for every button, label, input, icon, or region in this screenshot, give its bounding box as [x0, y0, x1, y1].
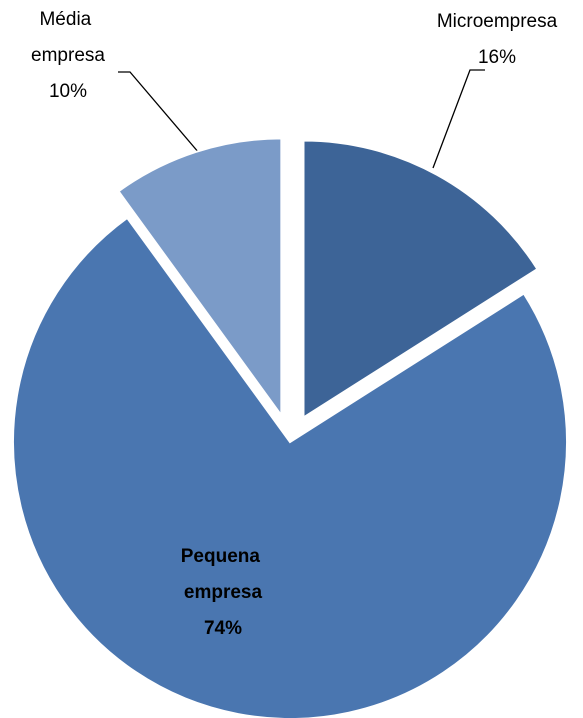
- pie-slice: [302, 139, 539, 420]
- slice-value-label: 74%: [204, 618, 242, 639]
- slice-value-label: 16%: [478, 47, 516, 68]
- slice-label: Média empresa: [31, 9, 105, 66]
- slice-label: Microempresa: [437, 11, 558, 32]
- pie-slice: [117, 137, 283, 419]
- leader-line: [118, 71, 206, 161]
- pie-slice: [12, 216, 568, 718]
- slice-label: Pequena empresa: [181, 546, 265, 603]
- slice-value-label: 10%: [49, 81, 87, 102]
- leader-line: [432, 69, 485, 169]
